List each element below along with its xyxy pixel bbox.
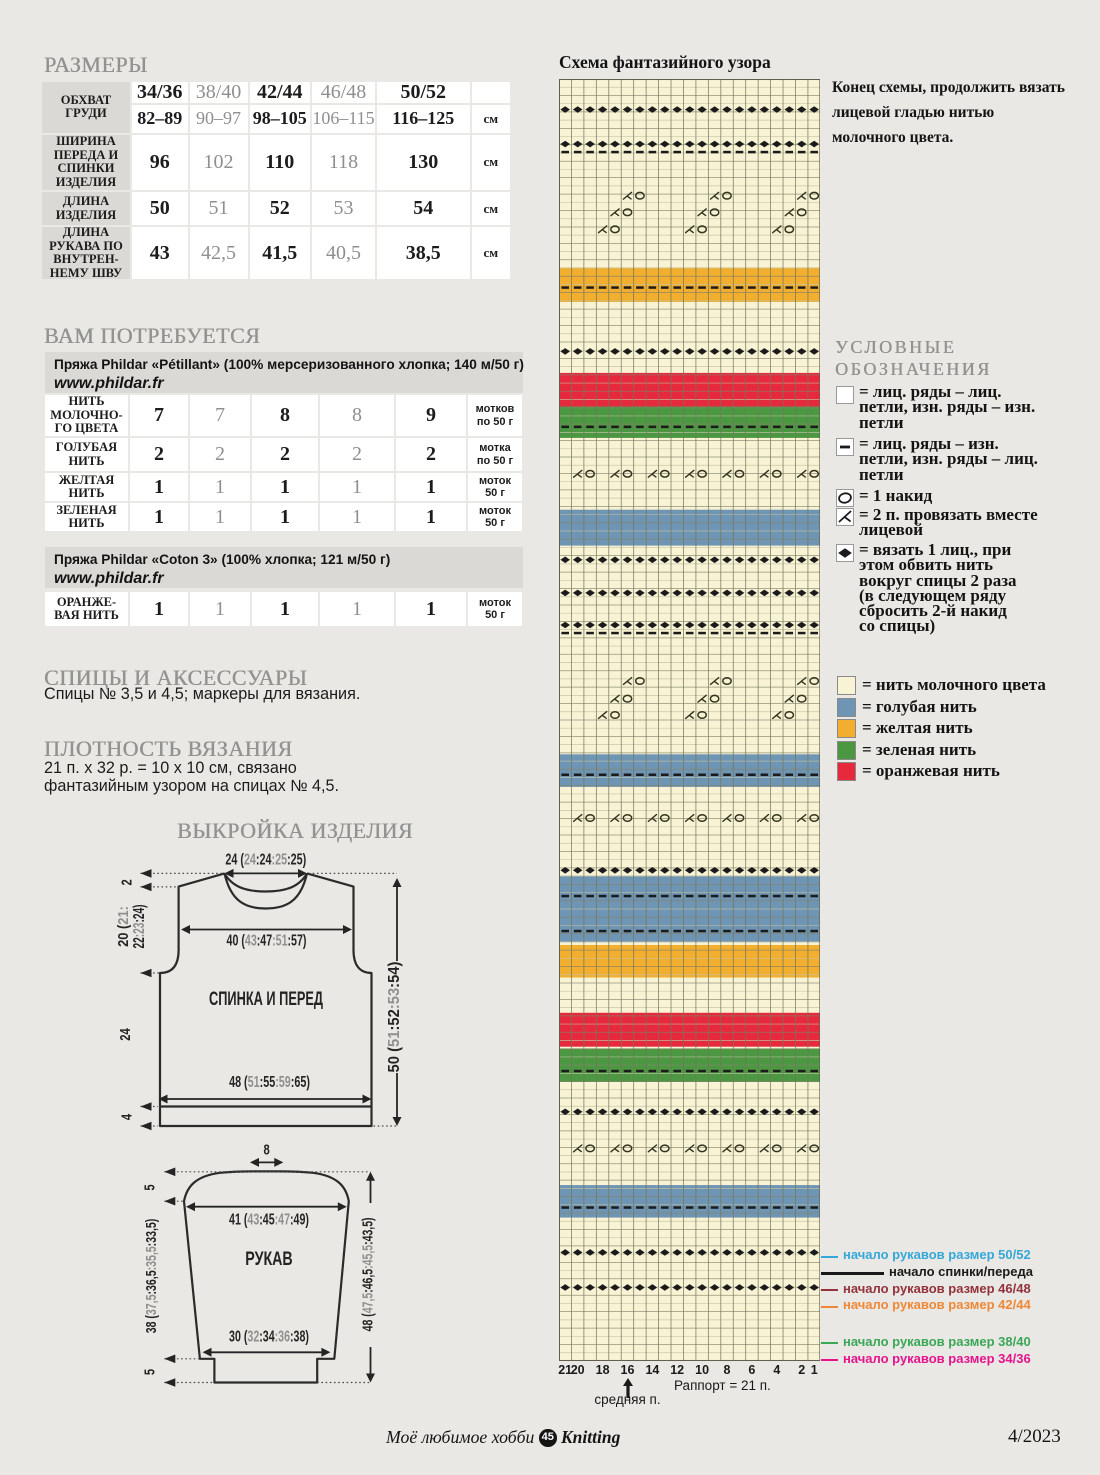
svg-text:5: 5 xyxy=(141,1369,158,1375)
svg-text:38 (37,5:36,5:35,5:33,5): 38 (37,5:36,5:35,5:33,5) xyxy=(142,1219,159,1334)
svg-text:РУКАВ: РУКАВ xyxy=(245,1248,292,1269)
svg-text:5: 5 xyxy=(141,1184,158,1190)
svg-text:4: 4 xyxy=(118,1113,135,1120)
svg-text:40 (43:47:51:57): 40 (43:47:51:57) xyxy=(227,931,307,949)
svg-text:48 (47,5:46,5:45,5:43,5): 48 (47,5:46,5:45,5:43,5) xyxy=(359,1217,376,1331)
svg-text:24: 24 xyxy=(116,1028,133,1041)
svg-text:20 (21:: 20 (21: xyxy=(114,906,131,947)
svg-text:8: 8 xyxy=(263,1141,269,1158)
svg-text:50 (51:52:53:54): 50 (51:52:53:54) xyxy=(385,962,403,1073)
svg-text:2: 2 xyxy=(118,879,135,885)
svg-text:30 (32:34:36:38): 30 (32:34:36:38) xyxy=(229,1328,309,1346)
svg-text:48 (51:55:59:65): 48 (51:55:59:65) xyxy=(229,1073,310,1091)
svg-text:24 (24:24:25:25): 24 (24:24:25:25) xyxy=(225,850,306,868)
svg-text:41 (43:45:47:49): 41 (43:45:47:49) xyxy=(229,1210,309,1228)
svg-text:22:23:24): 22:23:24) xyxy=(130,905,148,949)
svg-text:СПИНКА И ПЕРЕД: СПИНКА И ПЕРЕД xyxy=(209,989,323,1010)
